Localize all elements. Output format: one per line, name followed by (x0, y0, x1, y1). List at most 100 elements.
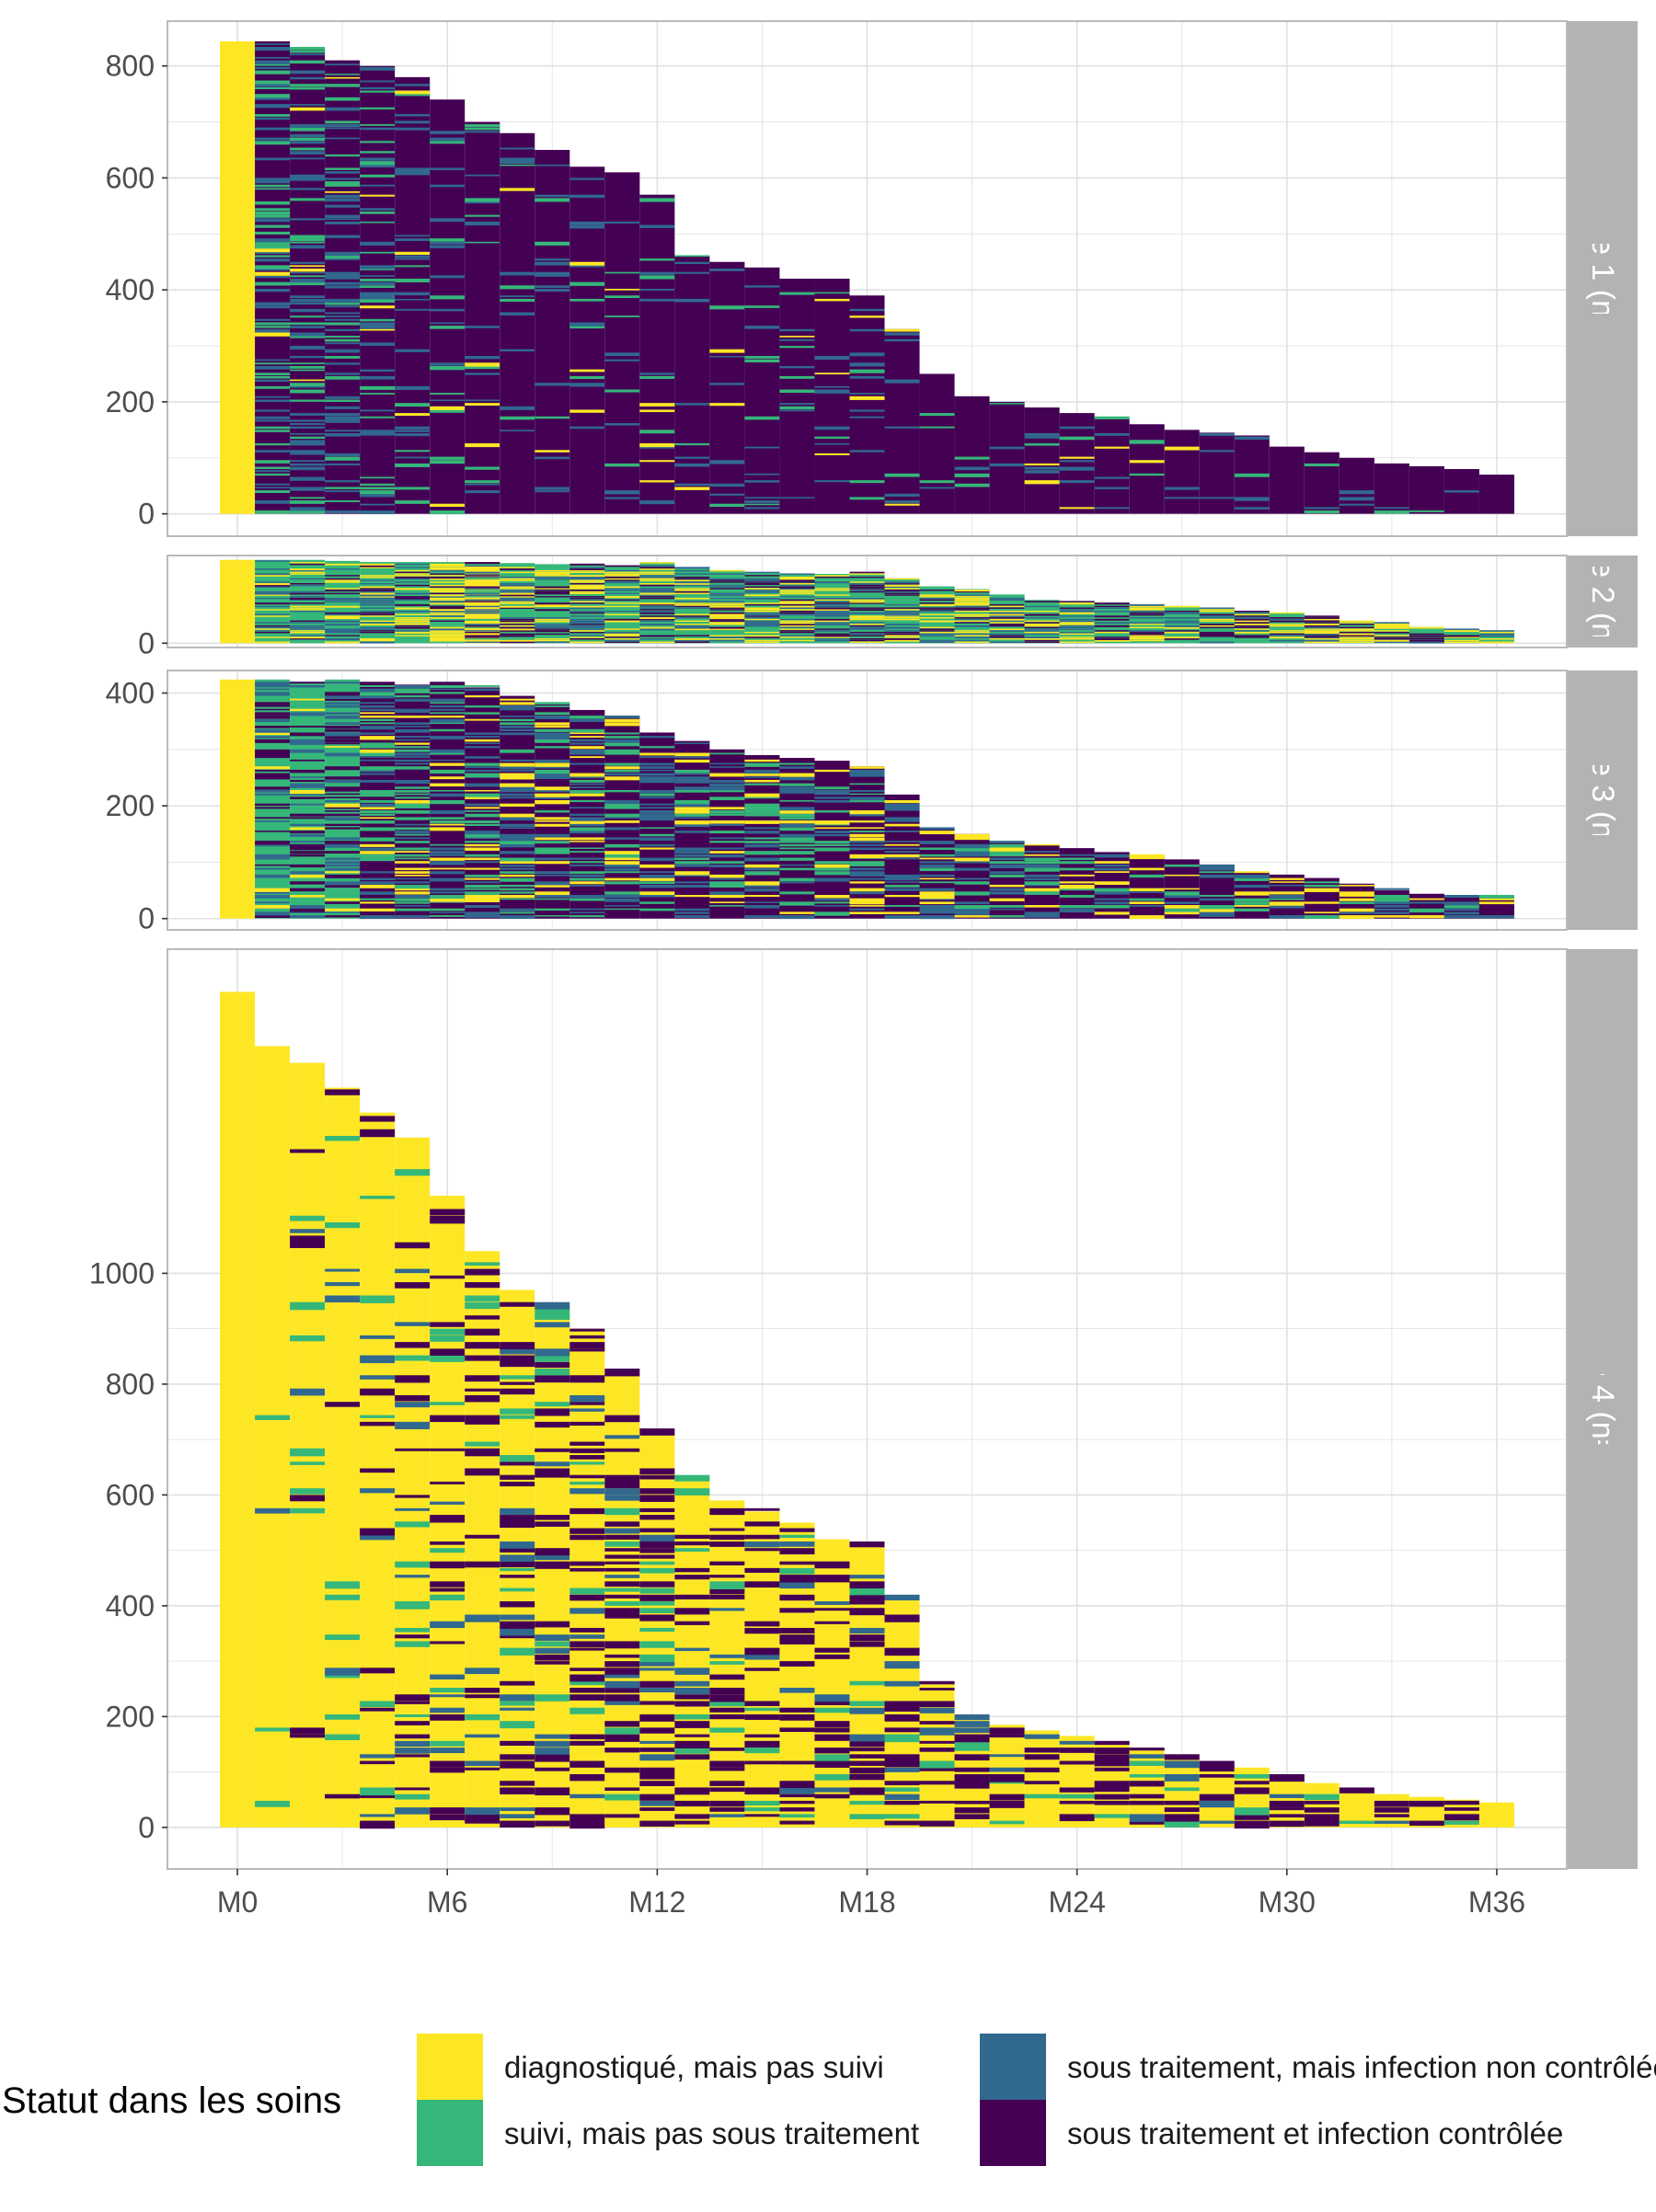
status-stripe (744, 1507, 780, 1511)
status-stripe (500, 817, 535, 821)
status-stripe (709, 1760, 745, 1768)
status-stripe (290, 1388, 326, 1396)
status-stripe (569, 1561, 605, 1566)
facet-strip-label: Classe 2 (n=154) (1585, 482, 1620, 721)
status-stripe (814, 601, 850, 602)
status-stripe (884, 328, 920, 332)
status-stripe (360, 769, 396, 773)
status-stripe (954, 635, 990, 636)
status-stripe (674, 1734, 710, 1737)
status-stripe (465, 466, 500, 470)
status-stripe (954, 599, 990, 602)
status-stripe (604, 851, 640, 854)
status-stripe (325, 617, 361, 620)
status-stripe (1059, 618, 1095, 621)
status-stripe (744, 416, 780, 420)
status-stripe (744, 851, 780, 855)
status-stripe (569, 756, 605, 759)
status-stripe (639, 403, 675, 407)
status-stripe (500, 827, 535, 830)
status-stripe (290, 218, 326, 221)
status-stripe (1199, 641, 1235, 644)
status-stripe (569, 1328, 605, 1332)
status-stripe (1129, 901, 1165, 905)
status-stripe (569, 298, 605, 302)
status-stripe (709, 639, 745, 642)
status-stripe (639, 884, 675, 888)
status-stripe (919, 594, 955, 597)
status-stripe (639, 375, 675, 379)
status-stripe (395, 635, 431, 636)
status-stripe (360, 603, 396, 606)
status-stripe (639, 430, 675, 434)
status-stripe (465, 641, 500, 643)
status-stripe (430, 684, 466, 689)
status-stripe (535, 1315, 570, 1320)
status-stripe (430, 456, 466, 460)
status-stripe (1059, 625, 1095, 627)
status-stripe (884, 630, 920, 632)
status-stripe (325, 726, 361, 729)
status-stripe (604, 1507, 640, 1516)
status-stripe (604, 592, 640, 594)
status-stripe (395, 1169, 431, 1176)
status-stripe (465, 625, 500, 627)
status-stripe (779, 851, 815, 855)
status-stripe (465, 630, 500, 632)
status-stripe (360, 141, 396, 143)
status-stripe (500, 789, 535, 793)
status-stripe (360, 602, 396, 604)
status-stripe (500, 1455, 535, 1462)
status-stripe (849, 573, 885, 575)
status-stripe (325, 736, 361, 739)
status-stripe (465, 631, 500, 634)
status-stripe (709, 609, 745, 611)
status-stripe (290, 739, 326, 743)
status-stripe (709, 847, 745, 850)
status-stripe (1269, 617, 1305, 619)
status-stripe (849, 1680, 885, 1686)
status-stripe (814, 385, 850, 388)
status-stripe (290, 1149, 326, 1153)
status-stripe (325, 568, 361, 570)
month-bar (255, 1046, 291, 1828)
status-stripe (779, 1807, 815, 1812)
status-stripe (884, 581, 920, 584)
status-stripe (849, 1734, 885, 1742)
status-stripe (1059, 615, 1095, 617)
status-stripe (639, 793, 675, 797)
status-stripe (674, 773, 710, 775)
status-stripe (325, 793, 361, 796)
status-stripe (709, 1581, 745, 1589)
status-stripe (604, 722, 640, 727)
status-stripe (814, 622, 850, 624)
status-stripe (255, 728, 291, 733)
status-stripe (255, 395, 291, 398)
status-stripe (744, 588, 780, 590)
month-bar (430, 99, 466, 514)
status-stripe (674, 1567, 710, 1573)
status-stripe (360, 716, 396, 718)
status-stripe (709, 617, 745, 620)
status-stripe (779, 1608, 815, 1613)
status-stripe (639, 1661, 675, 1667)
panel-border (167, 670, 1568, 931)
status-stripe (500, 571, 535, 574)
status-stripe (500, 605, 535, 608)
status-stripe (465, 756, 500, 759)
status-stripe (919, 841, 955, 844)
status-stripe (989, 446, 1025, 450)
status-stripe (1164, 891, 1200, 896)
status-stripe (814, 620, 850, 623)
status-stripe (744, 285, 780, 288)
status-stripe (1234, 1820, 1270, 1829)
status-stripe (709, 349, 745, 353)
status-stripe (465, 705, 500, 708)
status-stripe (465, 1262, 500, 1266)
status-stripe (360, 433, 396, 436)
status-stripe (290, 712, 326, 716)
status-stripe (500, 295, 535, 298)
status-stripe (1304, 463, 1340, 467)
status-stripe (395, 1641, 431, 1647)
status-stripe (744, 1787, 780, 1795)
